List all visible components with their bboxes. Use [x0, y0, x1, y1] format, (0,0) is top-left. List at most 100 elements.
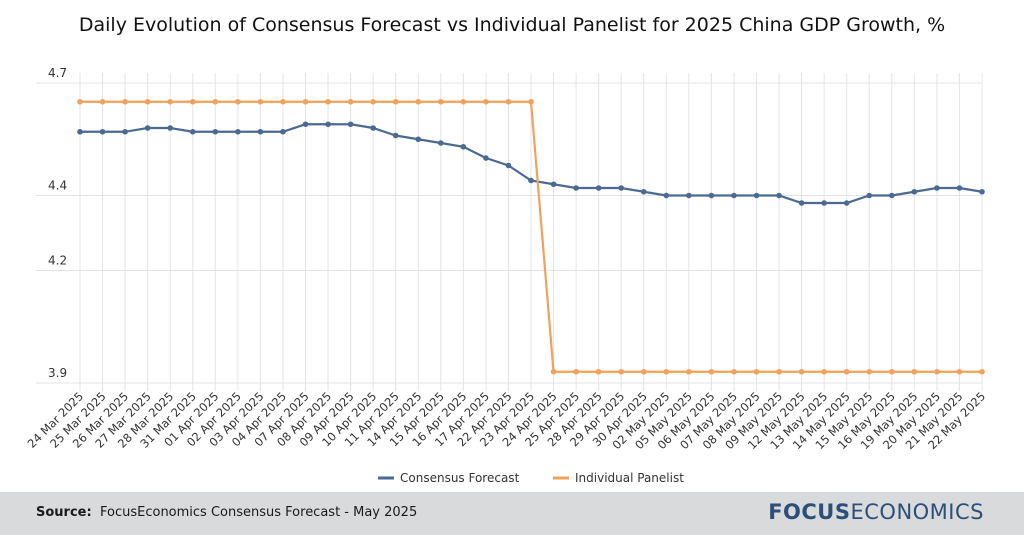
- data-point-consensus-forecast: [77, 128, 83, 135]
- data-point-consensus-forecast: [595, 185, 602, 191]
- data-point-individual-panelist: [956, 368, 963, 375]
- data-point-individual-panelist: [618, 368, 624, 375]
- source-text: FocusEconomics Consensus Forecast - May …: [100, 505, 418, 520]
- data-point-consensus-forecast: [798, 200, 805, 206]
- data-point-individual-panelist: [663, 368, 670, 375]
- data-point-consensus-forecast: [415, 136, 422, 143]
- y-tick-label: 4.4: [48, 179, 67, 193]
- data-point-individual-panelist: [483, 98, 489, 105]
- source-label: Source:: [36, 505, 92, 520]
- data-point-consensus-forecast: [483, 155, 489, 161]
- data-point-consensus-forecast: [843, 200, 850, 206]
- data-point-consensus-forecast: [370, 125, 376, 131]
- data-point-consensus-forecast: [573, 185, 579, 191]
- data-point-consensus-forecast: [325, 121, 331, 128]
- data-point-individual-panelist: [934, 368, 940, 375]
- data-point-consensus-forecast: [889, 192, 895, 199]
- data-point-consensus-forecast: [280, 128, 286, 135]
- data-point-individual-panelist: [753, 368, 760, 375]
- data-point-consensus-forecast: [235, 128, 241, 135]
- data-point-consensus-forecast: [686, 192, 692, 199]
- data-point-individual-panelist: [979, 368, 985, 375]
- data-point-consensus-forecast: [911, 188, 918, 195]
- data-point-individual-panelist: [911, 368, 918, 375]
- data-point-consensus-forecast: [934, 185, 940, 191]
- data-point-individual-panelist: [438, 98, 444, 105]
- data-point-individual-panelist: [821, 368, 827, 375]
- series-lines: [77, 98, 985, 375]
- data-point-consensus-forecast: [956, 185, 963, 191]
- data-point-individual-panelist: [843, 368, 850, 375]
- data-point-individual-panelist: [99, 98, 106, 105]
- data-point-individual-panelist: [640, 368, 647, 375]
- data-point-individual-panelist: [235, 98, 241, 105]
- data-point-individual-panelist: [347, 98, 354, 105]
- data-point-individual-panelist: [415, 98, 422, 105]
- data-point-individual-panelist: [708, 368, 715, 375]
- footer-bar: Source: FocusEconomics Consensus Forecas…: [0, 492, 1024, 535]
- data-point-consensus-forecast: [776, 192, 782, 199]
- data-point-individual-panelist: [280, 98, 286, 105]
- data-point-individual-panelist: [573, 368, 579, 375]
- data-point-consensus-forecast: [550, 181, 557, 188]
- grid-lines: [36, 73, 983, 391]
- data-point-individual-panelist: [257, 98, 264, 105]
- data-point-individual-panelist: [167, 98, 173, 105]
- data-point-consensus-forecast: [753, 192, 760, 199]
- data-point-consensus-forecast: [212, 128, 219, 135]
- data-point-individual-panelist: [528, 98, 534, 105]
- chart-legend: Consensus Forecast Individual Panelist: [378, 471, 684, 485]
- chart-title: Daily Evolution of Consensus Forecast vs…: [78, 14, 946, 36]
- data-point-consensus-forecast: [144, 125, 151, 131]
- data-point-consensus-forecast: [392, 132, 399, 139]
- y-tick-label: 3.9: [48, 366, 67, 380]
- logo-light-part: ECONOMICS: [850, 500, 984, 524]
- data-point-consensus-forecast: [189, 128, 196, 135]
- data-point-individual-panelist: [370, 98, 376, 105]
- data-point-individual-panelist: [798, 368, 805, 375]
- data-point-individual-panelist: [686, 368, 692, 375]
- y-tick-label: 4.7: [48, 66, 67, 80]
- data-point-consensus-forecast: [731, 192, 737, 199]
- data-point-consensus-forecast: [821, 200, 827, 206]
- data-point-consensus-forecast: [505, 162, 512, 169]
- data-point-individual-panelist: [77, 98, 83, 105]
- data-point-individual-panelist: [144, 98, 151, 105]
- data-point-individual-panelist: [889, 368, 895, 375]
- data-point-consensus-forecast: [528, 177, 534, 184]
- data-point-consensus-forecast: [438, 140, 444, 146]
- data-point-consensus-forecast: [99, 128, 106, 135]
- legend-label: Individual Panelist: [575, 471, 684, 485]
- data-point-individual-panelist: [392, 98, 399, 105]
- focuseconomics-logo: FOCUSECONOMICS: [768, 500, 984, 524]
- data-point-consensus-forecast: [122, 128, 128, 135]
- data-point-individual-panelist: [189, 98, 196, 105]
- data-point-consensus-forecast: [460, 143, 467, 150]
- data-point-consensus-forecast: [866, 192, 873, 199]
- data-point-consensus-forecast: [347, 121, 354, 128]
- logo-bold-part: FOCUS: [768, 500, 851, 524]
- legend-label: Consensus Forecast: [400, 471, 520, 485]
- data-point-consensus-forecast: [302, 121, 309, 128]
- data-point-individual-panelist: [505, 98, 512, 105]
- data-point-consensus-forecast: [167, 125, 173, 131]
- y-tick-label: 4.2: [48, 254, 67, 268]
- data-point-individual-panelist: [776, 368, 782, 375]
- data-point-individual-panelist: [212, 98, 219, 105]
- data-point-individual-panelist: [550, 368, 557, 375]
- data-point-consensus-forecast: [708, 192, 715, 199]
- data-point-individual-panelist: [460, 98, 467, 105]
- data-point-individual-panelist: [866, 368, 873, 375]
- data-point-consensus-forecast: [663, 192, 670, 199]
- data-point-individual-panelist: [122, 98, 128, 105]
- data-point-individual-panelist: [302, 98, 309, 105]
- data-point-individual-panelist: [325, 98, 331, 105]
- data-point-individual-panelist: [731, 368, 737, 375]
- data-point-individual-panelist: [595, 368, 602, 375]
- data-point-consensus-forecast: [257, 128, 264, 135]
- data-point-consensus-forecast: [640, 188, 647, 195]
- y-axis-tick-labels: 3.9 4.2 4.4 4.7: [48, 66, 67, 380]
- data-point-consensus-forecast: [618, 185, 624, 191]
